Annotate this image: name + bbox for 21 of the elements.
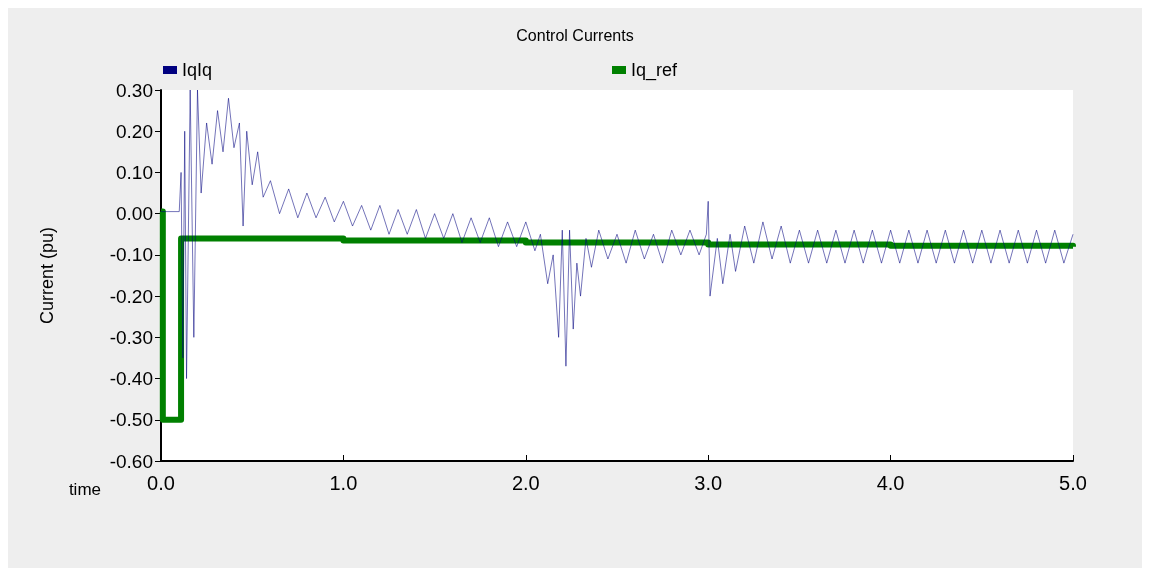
x-tick-label: 0.0 xyxy=(147,472,175,494)
y-tick-label: 0.20 xyxy=(116,120,153,142)
y-tick-label: -0.10 xyxy=(109,244,153,266)
x-tick-label: 3.0 xyxy=(694,472,723,494)
legend-label: Iq_ref xyxy=(631,60,679,81)
y-tick-label: 0.30 xyxy=(116,79,153,101)
chart-title: Control Currents xyxy=(516,26,634,44)
y-tick-label: -0.60 xyxy=(109,450,153,472)
x-tick-label: 4.0 xyxy=(876,472,905,494)
x-tick-label: 2.0 xyxy=(511,472,540,494)
x-tick-label: 5.0 xyxy=(1059,472,1087,494)
y-tick-label: 0.10 xyxy=(116,161,153,183)
legend-label: IqIq xyxy=(182,60,213,80)
y-axis-title: Current (pu) xyxy=(37,226,57,325)
y-tick-label: -0.50 xyxy=(109,409,153,431)
x-tick-label: 1.0 xyxy=(329,472,358,494)
y-tick-label: -0.30 xyxy=(109,326,153,348)
x-axis-title: time xyxy=(68,480,101,499)
y-tick-label: -0.40 xyxy=(109,368,153,390)
y-tick-label: -0.20 xyxy=(109,285,153,307)
y-tick-label: 0.00 xyxy=(116,203,153,225)
